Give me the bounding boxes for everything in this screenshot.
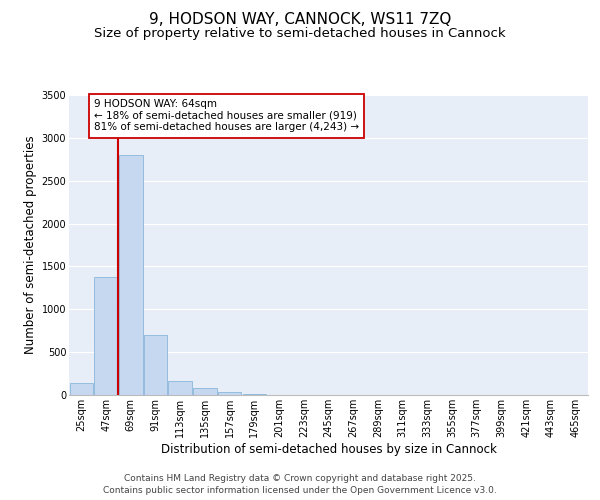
Text: 9, HODSON WAY, CANNOCK, WS11 7ZQ: 9, HODSON WAY, CANNOCK, WS11 7ZQ: [149, 12, 451, 28]
Bar: [242, 394, 266, 395]
X-axis label: Distribution of semi-detached houses by size in Cannock: Distribution of semi-detached houses by …: [161, 442, 496, 456]
Bar: [94, 276, 118, 395]
Bar: [169, 382, 192, 395]
Text: Contains HM Land Registry data © Crown copyright and database right 2025.
Contai: Contains HM Land Registry data © Crown c…: [103, 474, 497, 495]
Bar: [119, 155, 143, 395]
Bar: [218, 392, 241, 395]
Text: Size of property relative to semi-detached houses in Cannock: Size of property relative to semi-detach…: [94, 28, 506, 40]
Bar: [193, 388, 217, 395]
Y-axis label: Number of semi-detached properties: Number of semi-detached properties: [25, 136, 37, 354]
Text: 9 HODSON WAY: 64sqm
← 18% of semi-detached houses are smaller (919)
81% of semi-: 9 HODSON WAY: 64sqm ← 18% of semi-detach…: [94, 100, 359, 132]
Bar: [70, 383, 93, 395]
Bar: [144, 335, 167, 395]
